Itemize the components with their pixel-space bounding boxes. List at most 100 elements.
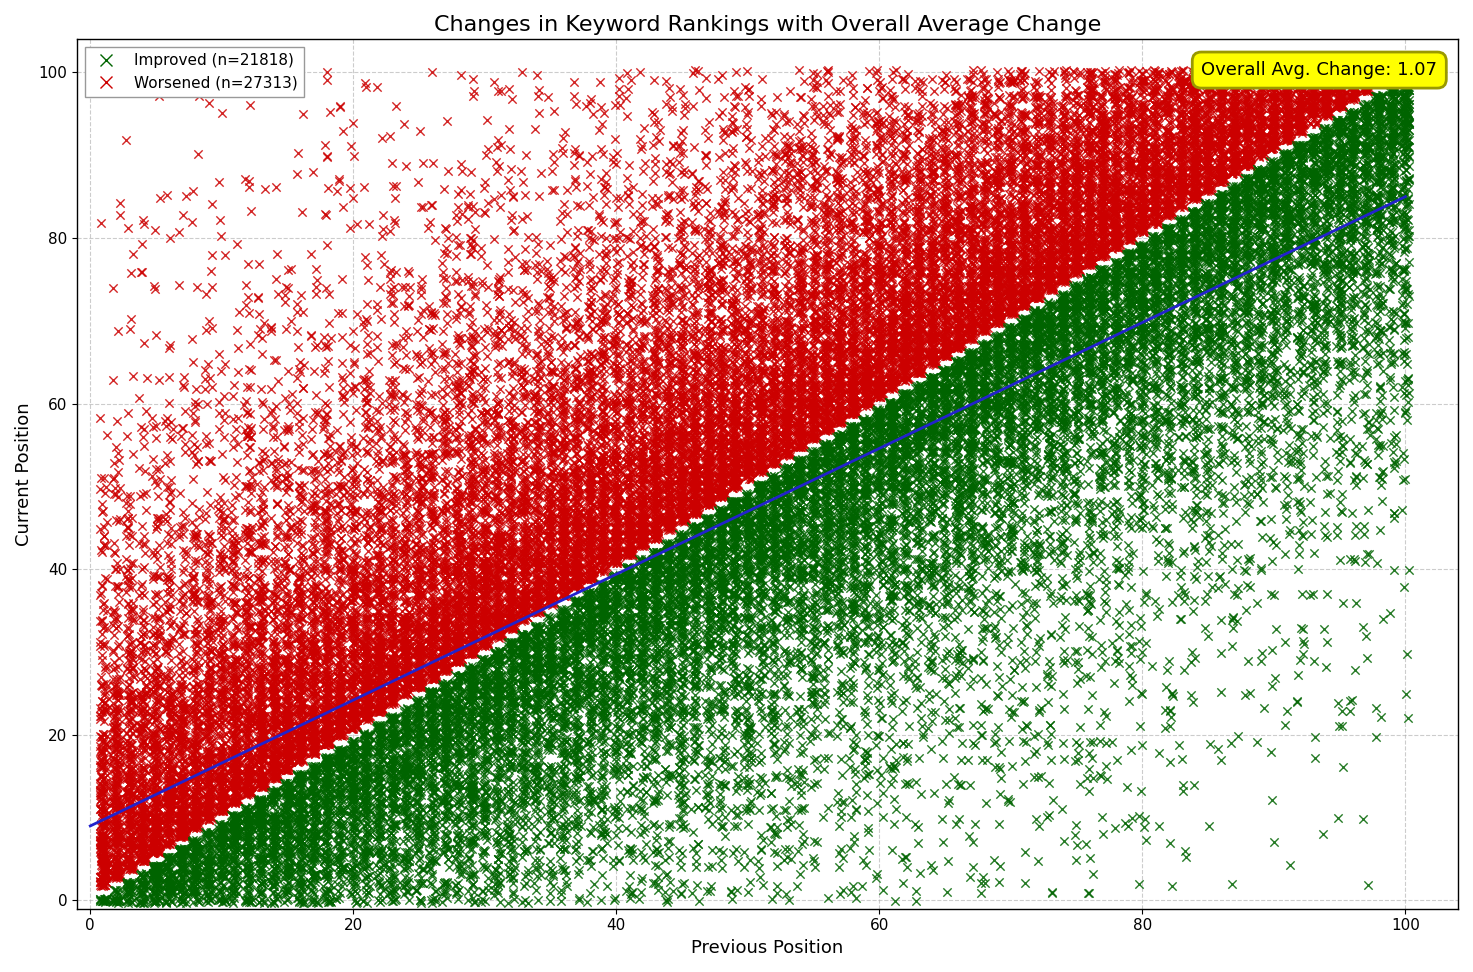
- Point: [445, 676, 468, 691]
- Point: [265, 866, 289, 882]
- Point: [935, 429, 959, 444]
- Point: [869, 198, 893, 214]
- Point: [108, 754, 131, 770]
- Point: [1317, 121, 1340, 136]
- Point: [943, 413, 966, 429]
- Point: [891, 322, 915, 337]
- Point: [1343, 84, 1367, 99]
- Point: [853, 377, 876, 393]
- Point: [1080, 307, 1103, 323]
- Point: [843, 420, 866, 435]
- Point: [929, 305, 953, 321]
- Point: [1022, 220, 1046, 235]
- Point: [326, 621, 349, 637]
- Point: [1010, 174, 1034, 190]
- Point: [907, 488, 931, 503]
- Point: [866, 330, 890, 345]
- Point: [791, 412, 815, 428]
- Point: [196, 759, 219, 775]
- Point: [907, 264, 931, 280]
- Point: [1290, 288, 1314, 303]
- Point: [999, 237, 1022, 253]
- Point: [641, 676, 664, 691]
- Point: [446, 679, 470, 695]
- Point: [342, 842, 365, 857]
- Point: [1131, 191, 1155, 206]
- Point: [672, 703, 695, 718]
- Point: [449, 67, 473, 83]
- Point: [106, 816, 130, 831]
- Point: [1013, 397, 1037, 412]
- Point: [1226, 431, 1249, 446]
- Point: [430, 538, 454, 553]
- Point: [990, 297, 1013, 313]
- Point: [278, 683, 302, 699]
- Point: [1093, 194, 1117, 210]
- Point: [957, 329, 981, 344]
- Point: [1398, 99, 1421, 115]
- Point: [1289, 329, 1312, 344]
- Point: [944, 280, 968, 295]
- Point: [622, 363, 645, 378]
- Point: [118, 746, 141, 761]
- Point: [303, 651, 327, 667]
- Point: [869, 463, 893, 478]
- Point: [1143, 156, 1167, 171]
- Point: [563, 677, 586, 693]
- Point: [382, 726, 405, 742]
- Point: [673, 593, 697, 608]
- Point: [488, 874, 511, 889]
- Point: [1301, 83, 1324, 98]
- Point: [290, 677, 314, 693]
- Point: [910, 164, 934, 180]
- Point: [93, 818, 116, 834]
- Point: [1184, 498, 1208, 513]
- Point: [619, 498, 642, 513]
- Point: [922, 421, 946, 436]
- Point: [1075, 306, 1099, 322]
- Point: [284, 520, 308, 536]
- Point: [315, 561, 339, 576]
- Point: [212, 794, 236, 810]
- Point: [1027, 213, 1050, 228]
- Point: [1251, 66, 1274, 82]
- Point: [723, 521, 747, 537]
- Point: [751, 365, 775, 381]
- Point: [171, 617, 194, 633]
- Point: [1161, 204, 1184, 220]
- Point: [141, 825, 165, 841]
- Point: [1286, 97, 1309, 113]
- Point: [405, 670, 429, 685]
- Point: [592, 527, 616, 542]
- Point: [541, 678, 564, 694]
- Point: [736, 519, 760, 535]
- Point: [265, 857, 289, 873]
- Point: [1332, 140, 1355, 156]
- Point: [380, 725, 404, 741]
- Point: [829, 329, 853, 344]
- Point: [1326, 148, 1349, 163]
- Point: [437, 702, 461, 717]
- Point: [882, 429, 906, 444]
- Point: [1065, 149, 1089, 164]
- Point: [405, 546, 429, 562]
- Point: [1108, 330, 1131, 346]
- Point: [1292, 231, 1315, 247]
- Point: [280, 719, 303, 735]
- Point: [630, 197, 654, 213]
- Point: [857, 411, 881, 427]
- Point: [602, 480, 626, 496]
- Point: [186, 803, 209, 818]
- Point: [498, 122, 521, 137]
- Point: [607, 696, 630, 712]
- Point: [1131, 339, 1155, 355]
- Point: [460, 786, 483, 802]
- Point: [502, 592, 526, 608]
- Point: [1134, 131, 1158, 147]
- Point: [804, 555, 828, 571]
- Point: [1094, 423, 1118, 438]
- Point: [1234, 216, 1258, 231]
- Point: [1312, 328, 1336, 343]
- Point: [1289, 123, 1312, 139]
- Point: [1115, 207, 1139, 223]
